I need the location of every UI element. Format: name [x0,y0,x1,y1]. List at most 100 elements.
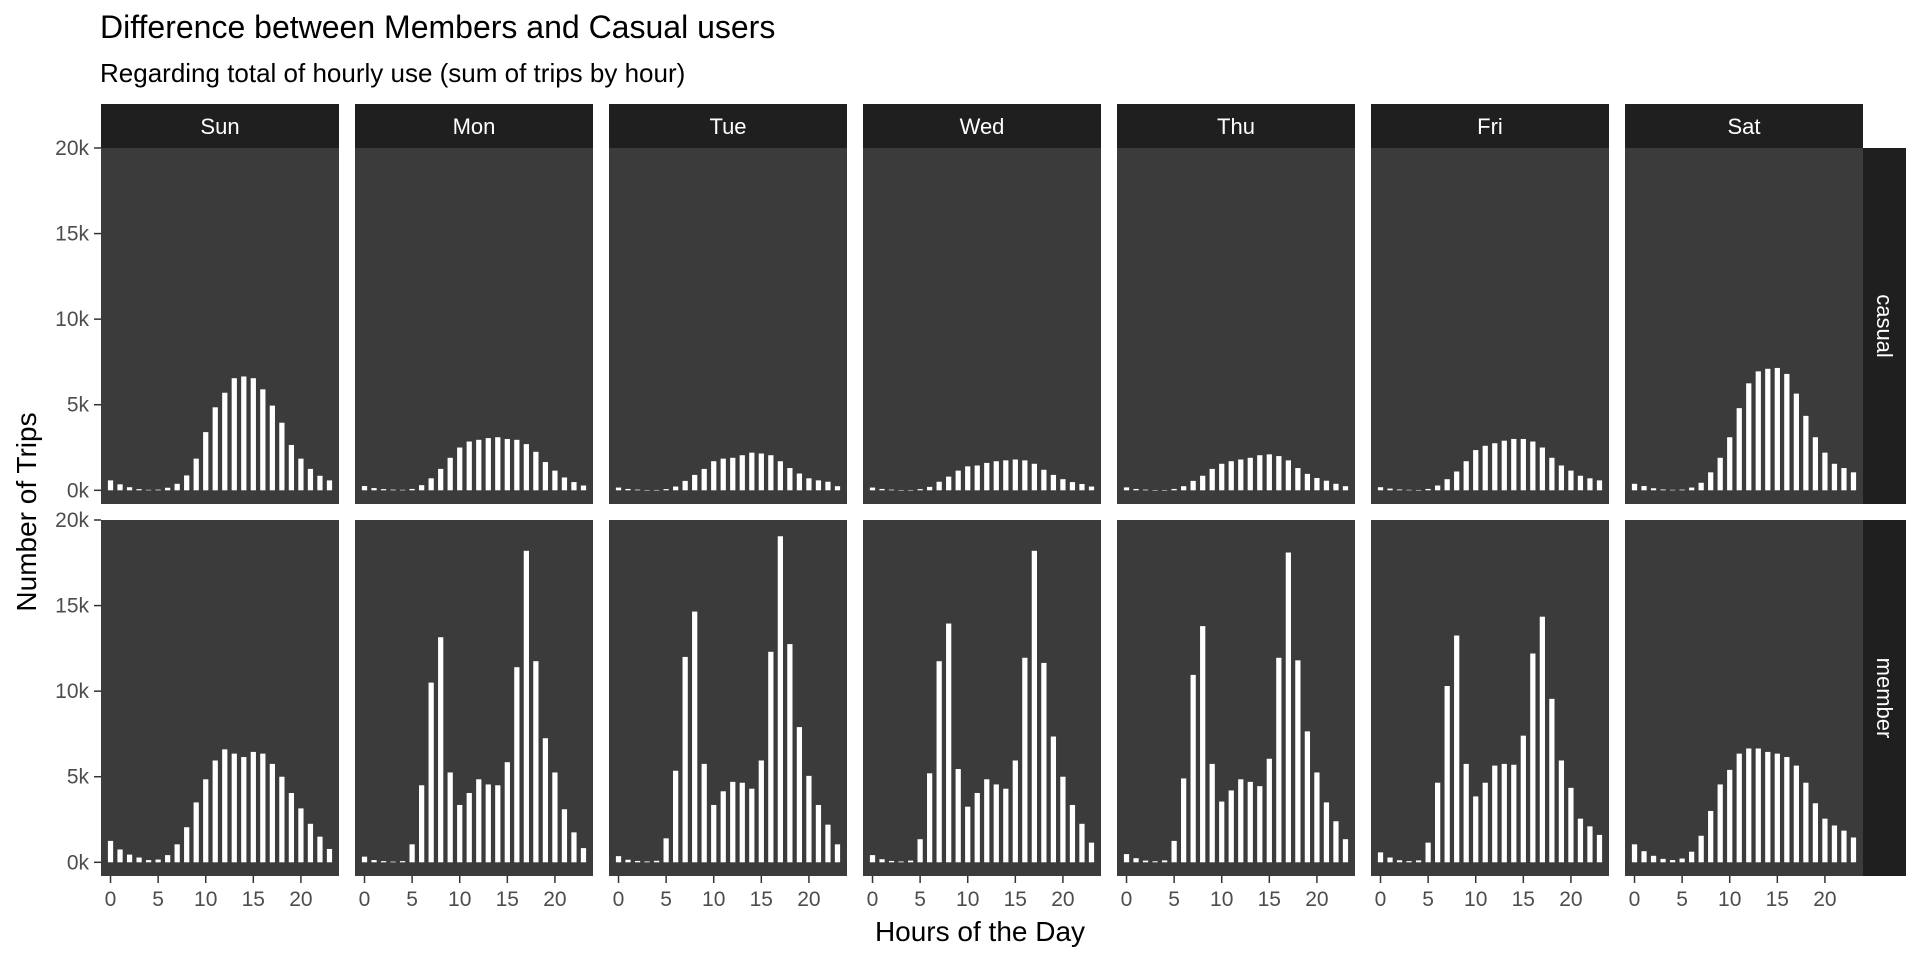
bar-member-thu-hour-15 [1266,758,1272,863]
bar-casual-tue-hour-15 [758,453,764,491]
bar-casual-fri-hour-12 [1492,443,1498,491]
bar-member-wed-hour-15 [1012,760,1018,863]
panel-background [355,148,593,504]
bar-casual-mon-hour-22 [571,482,577,491]
bar-member-mon-hour-10 [457,804,463,863]
bar-member-tue-hour-11 [720,791,726,863]
bar-casual-thu-hour-9 [1209,468,1215,491]
bar-member-sun-hour-2 [126,854,133,863]
bar-casual-sun-hour-3 [136,489,142,491]
bar-casual-thu-hour-8 [1200,475,1206,491]
bar-member-sun-hour-7 [174,844,180,863]
bar-casual-tue-hour-16 [768,455,774,491]
bar-casual-tue-hour-2 [634,489,641,491]
bar-casual-mon-hour-2 [380,489,387,491]
bar-casual-wed-hour-2 [888,489,895,491]
bar-casual-fri-hour-10 [1473,450,1479,491]
bar-member-sat-hour-12 [1746,748,1752,863]
bar-member-thu-hour-5 [1171,840,1177,863]
bar-member-thu-hour-10 [1219,801,1225,863]
x-tick-label-sun: 20 [289,888,312,911]
bar-casual-sun-hour-19 [288,444,295,491]
bar-member-thu-hour-19 [1304,731,1311,863]
column-strip-label-mon: Mon [453,114,496,139]
bar-casual-thu-hour-16 [1276,456,1282,491]
bar-member-sat-hour-14 [1765,751,1771,863]
column-strip-label-sat: Sat [1727,114,1760,139]
y-tick-label-casual: 15k [55,223,89,246]
bar-member-tue-hour-17 [777,536,783,863]
bar-member-sun-hour-8 [184,827,190,863]
bar-casual-sat-hour-23 [1850,472,1857,491]
bar-casual-thu-hour-2 [1142,489,1149,491]
bar-member-sat-hour-15 [1774,753,1780,863]
column-strip-label-wed: Wed [960,114,1005,139]
x-tick-label-mon: 0 [359,888,371,911]
panel-background [1625,148,1863,504]
bar-member-mon-hour-19 [542,738,549,863]
bar-member-tue-hour-19 [796,727,803,863]
bar-member-mon-hour-2 [380,861,387,863]
bar-casual-sat-hour-15 [1774,367,1780,491]
bar-casual-mon-hour-0 [361,486,368,491]
bar-member-wed-hour-7 [936,661,942,863]
bar-casual-fri-hour-3 [1406,489,1412,491]
bar-casual-mon-hour-18 [533,451,539,491]
bar-casual-wed-hour-18 [1041,469,1047,491]
bar-member-thu-hour-12 [1238,779,1244,863]
bar-casual-fri-hour-21 [1577,475,1584,491]
row-strip-label-casual: casual [1872,294,1897,358]
bar-member-tue-hour-5 [663,838,669,863]
bar-casual-sun-hour-23 [326,480,333,491]
bar-casual-thu-hour-7 [1190,480,1196,491]
bar-member-sat-hour-9 [1717,784,1723,863]
bar-casual-fri-hour-18 [1549,457,1555,491]
y-tick-label-casual: 10k [55,308,89,331]
bar-casual-thu-hour-21 [1323,480,1330,491]
bar-member-sun-hour-9 [193,802,199,863]
x-tick-label-thu: 15 [1258,888,1281,911]
column-strip-thu [1117,104,1355,148]
bar-member-sun-hour-6 [165,855,171,863]
bar-casual-tue-hour-4 [653,489,660,491]
bar-member-fri-hour-19 [1558,760,1565,863]
bar-casual-mon-hour-1 [371,488,377,491]
bar-member-wed-hour-16 [1022,657,1028,863]
bar-casual-sun-hour-15 [250,378,256,491]
bar-member-thu-hour-18 [1295,660,1301,863]
y-tick-label-member: 10k [55,680,89,703]
bar-casual-tue-hour-12 [730,457,736,491]
chart-subtitle: Regarding total of hourly use (sum of tr… [100,58,685,88]
bar-member-thu-hour-6 [1181,778,1187,863]
bar-casual-tue-hour-5 [663,489,669,491]
x-tick-label-sun: 10 [194,888,217,911]
x-tick-label-sat: 15 [1766,888,1789,911]
bar-casual-fri-hour-14 [1511,438,1517,491]
y-tick-label-casual: 5k [67,394,90,417]
y-axis-title: Number of Trips [11,412,42,611]
bar-member-mon-hour-21 [561,809,568,863]
bar-casual-mon-hour-17 [523,444,529,491]
bar-member-fri-hour-1 [1387,857,1393,863]
bar-casual-fri-hour-16 [1530,441,1536,491]
bar-casual-wed-hour-20 [1060,479,1066,491]
bar-member-tue-hour-14 [749,788,755,863]
y-tick-label-member: 5k [67,766,90,789]
x-tick-label-mon: 15 [496,888,519,911]
bar-casual-fri-hour-5 [1425,488,1431,491]
bar-casual-sun-hour-17 [269,405,275,491]
bar-member-mon-hour-6 [419,785,425,863]
bar-member-thu-hour-13 [1247,781,1253,863]
bar-member-sat-hour-17 [1793,765,1799,863]
bar-casual-tue-hour-17 [777,461,783,491]
panel-background [101,148,339,504]
bar-member-mon-hour-8 [438,637,444,863]
bar-casual-fri-hour-6 [1435,485,1441,491]
x-tick-label-fri: 5 [1422,888,1434,911]
bar-casual-wed-hour-0 [869,487,876,491]
bar-casual-sun-hour-7 [174,483,180,491]
bar-member-sat-hour-0 [1631,844,1638,863]
x-tick-label-tue: 20 [797,888,820,911]
bar-casual-tue-hour-19 [796,473,803,491]
x-tick-label-mon: 10 [448,888,471,911]
